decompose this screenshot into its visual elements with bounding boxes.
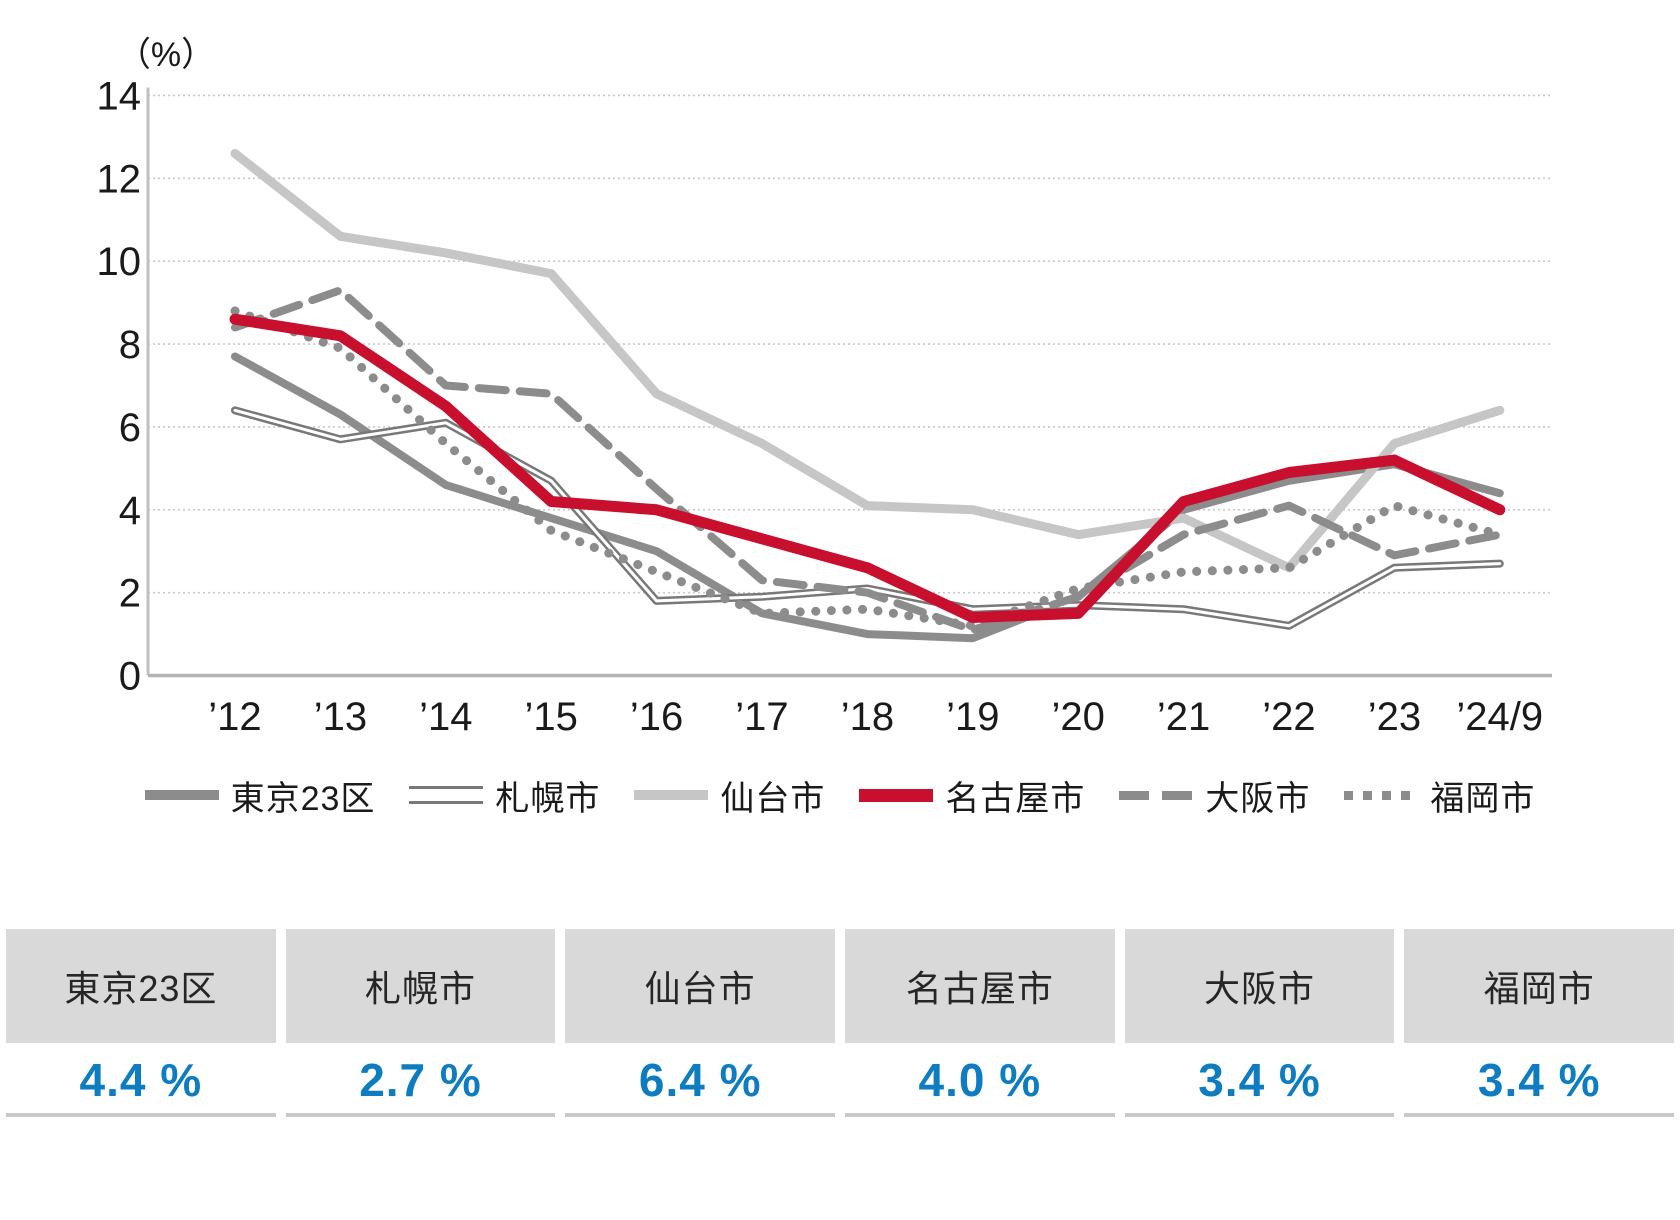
x-tick-label: ’21 xyxy=(1157,695,1210,739)
series-line-大阪市 xyxy=(231,286,1504,634)
legend-swatch-名古屋市 xyxy=(859,788,934,802)
legend-item-名古屋市: 名古屋市 xyxy=(859,771,1085,820)
x-tick-label: ’20 xyxy=(1052,695,1105,739)
y-axis-unit-label: （%） xyxy=(117,36,215,74)
x-tick-label: ’19 xyxy=(946,695,999,739)
x-tick-label: ’15 xyxy=(525,695,578,739)
y-tick-label: 12 xyxy=(97,157,142,201)
legend-label: 札幌市 xyxy=(495,779,601,818)
legend-swatch-札幌市 xyxy=(409,786,484,804)
summary-column-東京23区: 東京23区 4.4 % xyxy=(6,929,276,1117)
y-tick-label: 14 xyxy=(97,74,142,118)
legend-item-福岡市: 福岡市 xyxy=(1344,771,1535,820)
summary-city-header: 仙台市 xyxy=(565,929,836,1043)
x-tick-label: ’16 xyxy=(630,695,683,739)
x-tick-label: ’14 xyxy=(419,695,472,739)
series-line-福岡市 xyxy=(230,306,1505,631)
series-line-仙台市 xyxy=(230,148,1505,573)
legend-item-大阪市: 大阪市 xyxy=(1119,771,1310,820)
summary-city-header: 名古屋市 xyxy=(845,929,1115,1043)
y-tick-label: 2 xyxy=(119,572,141,616)
chart-legend: 東京23区 札幌市 仙台市 名古屋市 大阪市 福岡市 xyxy=(0,770,1680,820)
legend-label: 大阪市 xyxy=(1205,779,1311,818)
x-tick-label: ’17 xyxy=(735,695,788,739)
legend-swatch-仙台市 xyxy=(634,790,709,800)
summary-vacancy-value: 4.4 % xyxy=(6,1047,276,1117)
legend-swatch-福岡市 xyxy=(1344,790,1419,800)
summary-vacancy-value: 4.0 % xyxy=(845,1047,1115,1117)
summary-vacancy-value: 3.4 % xyxy=(1404,1047,1675,1117)
summary-city-header: 大阪市 xyxy=(1124,929,1395,1043)
y-tick-label: 0 xyxy=(119,655,141,699)
x-tick-label: ’24/9 xyxy=(1456,695,1543,739)
y-tick-label: 4 xyxy=(119,489,141,533)
legend-swatch-大阪市 xyxy=(1119,790,1194,800)
chart-series xyxy=(229,148,1506,643)
x-tick-label: ’23 xyxy=(1368,695,1421,739)
summary-table: 東京23区 4.4 % 札幌市 2.7 % 仙台市 6.4 % 名古屋市 4.0 % 大阪市 3.… xyxy=(0,929,1680,1117)
legend-label: 仙台市 xyxy=(720,779,826,818)
line-chart: 0 2 4 6 8 10 12 14 ’12 ’13 ’14 ’15 ’16 ’17 ’18 ’19 ’20 ’2… xyxy=(97,36,1552,739)
summary-column-札幌市: 札幌市 2.7 % xyxy=(285,929,556,1117)
x-tick-label: ’12 xyxy=(208,695,261,739)
legend-item-東京23区: 東京23区 xyxy=(144,771,376,820)
legend-item-仙台市: 仙台市 xyxy=(634,771,825,820)
x-tick-label: ’22 xyxy=(1262,695,1315,739)
series-line-名古屋市 xyxy=(229,313,1506,623)
legend-swatch-東京23区 xyxy=(144,790,219,800)
summary-column-福岡市: 福岡市 3.4 % xyxy=(1404,929,1675,1117)
legend-label: 福岡市 xyxy=(1430,779,1536,818)
summary-vacancy-value: 2.7 % xyxy=(285,1047,556,1117)
axis-labels: 0 2 4 6 8 10 12 14 ’12 ’13 ’14 ’15 ’16 ’17 ’18 ’19 ’20 ’2… xyxy=(97,74,1544,739)
summary-vacancy-value: 6.4 % xyxy=(565,1047,836,1117)
summary-city-header: 札幌市 xyxy=(285,929,556,1043)
summary-column-名古屋市: 名古屋市 4.0 % xyxy=(845,929,1115,1117)
series-line-東京23区 xyxy=(231,352,1504,643)
x-tick-label: ’18 xyxy=(841,695,894,739)
axes xyxy=(146,87,1552,678)
summary-column-仙台市: 仙台市 6.4 % xyxy=(565,929,836,1117)
gridlines xyxy=(148,94,1552,594)
y-tick-label: 6 xyxy=(119,406,141,450)
legend-label: 東京23区 xyxy=(230,779,376,818)
y-tick-label: 10 xyxy=(97,240,142,284)
summary-city-header: 東京23区 xyxy=(6,929,276,1043)
summary-city-header: 福岡市 xyxy=(1404,929,1675,1043)
x-tick-label: ’13 xyxy=(314,695,367,739)
summary-vacancy-value: 3.4 % xyxy=(1124,1047,1395,1117)
summary-column-大阪市: 大阪市 3.4 % xyxy=(1124,929,1395,1117)
y-tick-label: 8 xyxy=(119,323,141,367)
legend-item-札幌市: 札幌市 xyxy=(409,771,600,820)
legend-label: 名古屋市 xyxy=(945,779,1086,818)
